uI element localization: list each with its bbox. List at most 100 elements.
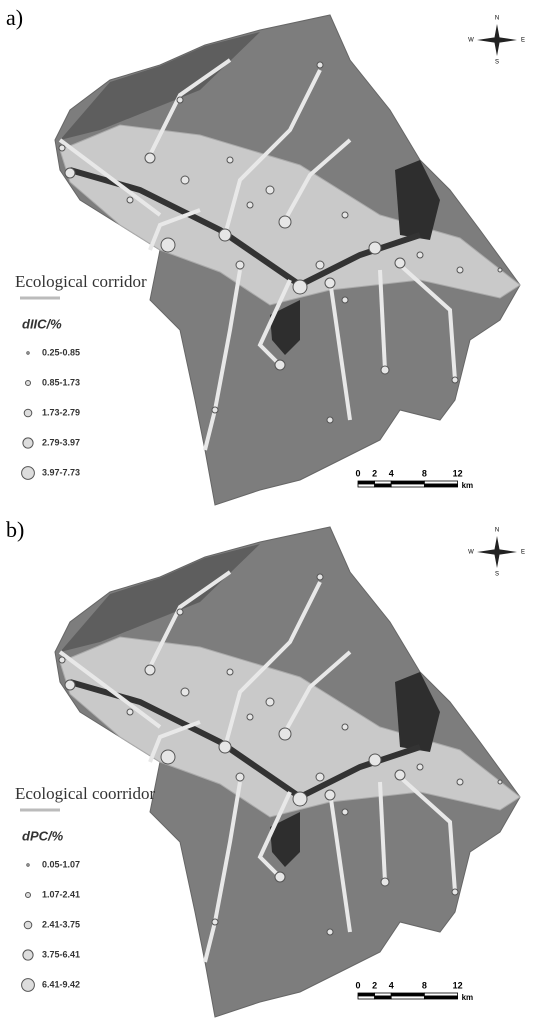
legend-class: 3.97-7.73 bbox=[42, 467, 80, 477]
corridor bbox=[203, 269, 242, 451]
legend-symbol bbox=[22, 949, 34, 961]
patch-node bbox=[218, 740, 232, 754]
legend-symbol bbox=[22, 437, 34, 449]
legend-title: Ecological corridor bbox=[15, 272, 147, 291]
patch-node bbox=[497, 267, 503, 273]
patch-node bbox=[126, 196, 134, 204]
patch-node bbox=[456, 778, 464, 786]
scale-segment bbox=[357, 995, 376, 1000]
legend-index: dIIC/% bbox=[22, 316, 62, 331]
corridor bbox=[257, 791, 292, 879]
scale-segment bbox=[390, 483, 425, 488]
forest bbox=[395, 672, 440, 752]
scale-segment bbox=[423, 483, 458, 488]
map-panel: a) N S E W Ecological corridor dIIC/% 0.25-0.85… bbox=[6, 5, 525, 506]
scale-segment bbox=[374, 992, 392, 997]
patch-node bbox=[144, 664, 156, 676]
legend-symbol bbox=[21, 466, 35, 480]
compass-letter: E bbox=[521, 550, 525, 556]
legend-symbol bbox=[23, 408, 33, 418]
legend-symbol bbox=[25, 380, 31, 386]
compass-letter: W bbox=[468, 38, 474, 44]
highland bbox=[60, 544, 260, 652]
patch-node bbox=[326, 928, 334, 936]
corridor bbox=[148, 208, 201, 251]
patch-node bbox=[416, 251, 424, 259]
legend-index: dPC/% bbox=[22, 828, 64, 843]
patch-node bbox=[226, 668, 234, 676]
legend-title: Ecological coorridor bbox=[15, 784, 156, 803]
compass-letter: N bbox=[495, 16, 499, 22]
patch-node bbox=[64, 167, 76, 179]
compass-letter: N bbox=[495, 528, 499, 534]
patch-node bbox=[416, 763, 424, 771]
scale-tick: 8 bbox=[422, 468, 427, 478]
scale-segment bbox=[374, 483, 392, 488]
patch-node bbox=[451, 888, 459, 896]
patch-node bbox=[324, 277, 336, 289]
legend-class: 0.25-0.85 bbox=[42, 347, 80, 357]
patch-node bbox=[126, 708, 134, 716]
legend-class: 0.05-1.07 bbox=[42, 859, 80, 869]
scale-tick: 8 bbox=[422, 980, 427, 990]
corridor bbox=[148, 570, 232, 668]
legend-class: 0.85-1.73 bbox=[42, 377, 80, 387]
legend-class: 1.07-2.41 bbox=[42, 889, 80, 899]
patch-node bbox=[315, 260, 325, 270]
compass bbox=[477, 24, 517, 56]
legend-symbol bbox=[26, 351, 30, 355]
legend-class: 2.79-3.97 bbox=[42, 437, 80, 447]
compass-letter: S bbox=[495, 572, 499, 578]
scale-segment bbox=[423, 480, 458, 485]
patch-node bbox=[341, 296, 349, 304]
patch-node bbox=[265, 185, 275, 195]
legend-class: 2.41-3.75 bbox=[42, 919, 80, 929]
corridor bbox=[398, 775, 457, 893]
scale-segment bbox=[390, 992, 425, 997]
patch-node bbox=[180, 175, 190, 185]
patch-node bbox=[341, 723, 349, 731]
patch-node bbox=[292, 279, 308, 295]
patch-node bbox=[326, 416, 334, 424]
highland bbox=[60, 32, 260, 140]
patch-node bbox=[316, 61, 324, 69]
scale-tick: 12 bbox=[453, 980, 463, 990]
patch-node bbox=[58, 144, 66, 152]
patch-node bbox=[176, 608, 184, 616]
forest bbox=[395, 160, 440, 240]
scale-tick: 2 bbox=[372, 468, 377, 478]
panel-label: a) bbox=[6, 5, 23, 30]
corridor bbox=[257, 279, 292, 367]
corridor bbox=[148, 58, 232, 156]
scale-segment bbox=[374, 995, 392, 1000]
scale-tick: 4 bbox=[389, 468, 394, 478]
scale-segment bbox=[390, 480, 425, 485]
patch-node bbox=[235, 772, 245, 782]
scale-segment bbox=[357, 483, 376, 488]
patch-node bbox=[58, 656, 66, 664]
scale-tick: 4 bbox=[389, 980, 394, 990]
patch-node bbox=[246, 201, 254, 209]
corridor bbox=[223, 581, 322, 748]
patch-node bbox=[144, 152, 156, 164]
forest bbox=[270, 300, 300, 355]
scale-segment bbox=[357, 992, 376, 997]
patch-node bbox=[211, 406, 219, 414]
patch-node bbox=[278, 727, 292, 741]
patch-node bbox=[380, 877, 390, 887]
forest bbox=[270, 812, 300, 867]
corridor bbox=[283, 650, 352, 733]
legend-class: 3.75-6.41 bbox=[42, 949, 80, 959]
compass-letter: W bbox=[468, 550, 474, 556]
corridor bbox=[283, 138, 352, 221]
compass bbox=[477, 536, 517, 568]
patch-node bbox=[315, 772, 325, 782]
patch-node bbox=[274, 871, 286, 883]
patch-node bbox=[451, 376, 459, 384]
patch-node bbox=[235, 260, 245, 270]
patch-node bbox=[278, 215, 292, 229]
legend-class: 1.73-2.79 bbox=[42, 407, 80, 417]
scale-tick: 12 bbox=[453, 468, 463, 478]
corridor bbox=[398, 263, 457, 381]
